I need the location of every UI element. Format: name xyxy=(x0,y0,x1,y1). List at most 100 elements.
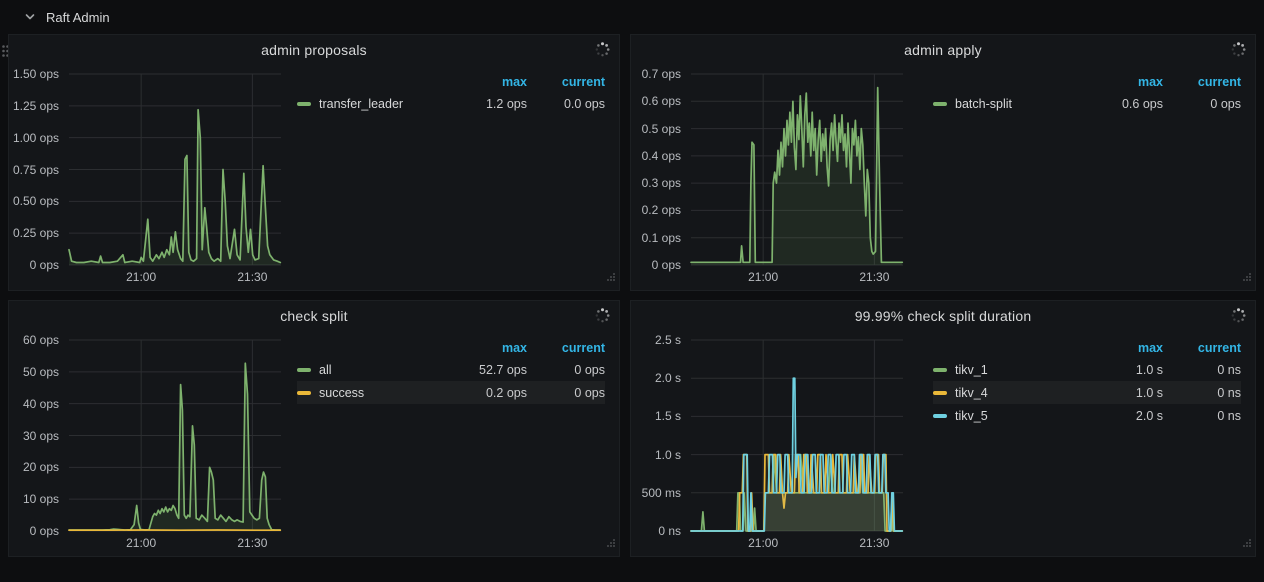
legend-header: max current xyxy=(297,337,605,358)
panel-admin-apply: admin apply 0.7 ops 0.6 ops 0.5 ops 0.4 ops… xyxy=(630,34,1256,291)
legend-series-tikv_4[interactable]: tikv_4 xyxy=(933,386,1083,400)
x-axis: 21:00 21:30 xyxy=(691,531,903,551)
y-tick-label: 0.75 ops xyxy=(12,162,59,177)
loading-spinner-icon xyxy=(1231,308,1246,328)
legend-series-tikv_5[interactable]: tikv_5 xyxy=(933,409,1083,423)
panel-admin-proposals: admin proposals 1.50 ops 1.25 ops 1.00 ops… xyxy=(8,34,620,291)
y-tick-label: 1.5 s xyxy=(654,409,681,424)
legend-series-transfer_leader[interactable]: transfer_leader xyxy=(297,97,447,111)
legend-marker-icon xyxy=(933,390,947,395)
legend-series-success[interactable]: success xyxy=(297,386,447,400)
y-tick-label: 1.0 s xyxy=(654,447,681,462)
legend-column-current[interactable]: current xyxy=(561,340,605,355)
y-tick-label: 2.5 s xyxy=(654,333,681,347)
plot-region: 2.5 s 2.0 s 1.5 s 1.0 s 500 ms 0 ns 21:00 21:3… xyxy=(631,333,904,550)
y-tick-label: 0.2 ops xyxy=(641,203,681,218)
x-tick-label: 21:00 xyxy=(748,536,779,550)
x-tick-label: 21:30 xyxy=(237,536,268,550)
series-line-transfer_leader xyxy=(68,108,282,264)
loading-spinner-icon xyxy=(595,308,610,328)
legend-series-tikv_1[interactable]: tikv_1 xyxy=(933,363,1083,377)
series-line-tikv_5 xyxy=(690,377,904,532)
legend-max-value: 1.0 s xyxy=(1135,385,1163,400)
panel-title[interactable]: 99.99% check split duration xyxy=(854,308,1032,324)
legend-row-tikv_1: tikv_1 1.0 s 0 ns xyxy=(933,358,1241,381)
y-tick-label: 0 ops xyxy=(29,524,59,538)
legend-series-all[interactable]: all xyxy=(297,363,447,377)
legend-series-name: transfer_leader xyxy=(319,96,404,111)
legend-column-current[interactable]: current xyxy=(561,74,605,89)
chevron-down-icon xyxy=(24,11,36,23)
chart-canvas[interactable] xyxy=(690,73,904,266)
legend-row-batch-split: batch-split 0.6 ops 0 ops xyxy=(933,92,1241,115)
panel-check-split: check split 60 ops 50 ops 40 ops 30 ops 20 o… xyxy=(8,300,620,557)
y-tick-label: 0.3 ops xyxy=(641,176,681,191)
y-tick-label: 60 ops xyxy=(22,333,59,347)
panel-resize-grip-icon[interactable] xyxy=(1242,269,1252,287)
y-tick-label: 50 ops xyxy=(22,364,59,379)
panel-resize-grip-icon[interactable] xyxy=(606,269,616,287)
legend-row-tikv_5: tikv_5 2.0 s 0 ns xyxy=(933,404,1241,427)
legend-column-current[interactable]: current xyxy=(1197,340,1241,355)
x-tick-label: 21:00 xyxy=(126,270,157,284)
legend-header: max current xyxy=(933,337,1241,358)
chart-canvas[interactable] xyxy=(68,339,282,532)
panel-title[interactable]: admin proposals xyxy=(261,42,367,58)
legend-series-name: tikv_1 xyxy=(955,362,988,377)
legend-current-value: 0.0 ops xyxy=(563,96,605,111)
legend-current-value: 0 ops xyxy=(1210,96,1241,111)
legend-series-batch-split[interactable]: batch-split xyxy=(933,97,1083,111)
y-tick-label: 0.1 ops xyxy=(641,230,681,245)
legend-series-name: all xyxy=(319,362,332,377)
legend-column-current[interactable]: current xyxy=(1197,74,1241,89)
legend-current-value: 0 ops xyxy=(574,385,605,400)
plot-region: 60 ops 50 ops 40 ops 30 ops 20 ops 10 ops 0 op… xyxy=(9,333,282,550)
y-tick-label: 20 ops xyxy=(22,460,59,475)
series-line-all xyxy=(68,362,282,531)
legend-current-value: 0 ns xyxy=(1217,362,1241,377)
x-tick-label: 21:00 xyxy=(126,536,157,550)
y-tick-label: 0.50 ops xyxy=(12,194,59,209)
legend-column-max[interactable]: max xyxy=(1137,74,1163,89)
legend-current-value: 0 ns xyxy=(1217,385,1241,400)
legend-row-success: success 0.2 ops 0 ops xyxy=(297,381,605,404)
y-tick-label: 1.00 ops xyxy=(12,130,59,145)
legend-marker-icon xyxy=(933,101,947,106)
panel-resize-grip-icon[interactable] xyxy=(1242,535,1252,553)
y-axis: 1.50 ops 1.25 ops 1.00 ops 0.75 ops 0.50 ops… xyxy=(9,67,65,272)
panel-resize-grip-icon[interactable] xyxy=(606,535,616,553)
legend-max-value: 2.0 s xyxy=(1135,408,1163,423)
chart-canvas[interactable] xyxy=(690,339,904,532)
legend-current-value: 0 ops xyxy=(574,362,605,377)
legend-max-value: 1.0 s xyxy=(1135,362,1163,377)
legend-table: max current transfer_leader 1.2 ops 0.0 ops xyxy=(297,71,605,115)
y-tick-label: 0 ns xyxy=(658,524,681,538)
row-title: Raft Admin xyxy=(46,9,110,25)
legend-marker-icon xyxy=(297,390,311,395)
y-tick-label: 40 ops xyxy=(22,396,59,411)
panel-title[interactable]: check split xyxy=(280,308,348,324)
y-tick-label: 10 ops xyxy=(22,492,59,507)
y-tick-label: 30 ops xyxy=(22,428,59,443)
y-tick-label: 0 ops xyxy=(29,258,59,272)
x-tick-label: 21:30 xyxy=(859,270,890,284)
legend-column-max[interactable]: max xyxy=(501,340,527,355)
legend-table: max current tikv_1 1.0 s 0 ns tikv_4 1.0 s 0 ns… xyxy=(933,337,1241,427)
legend-marker-icon xyxy=(297,367,311,372)
y-tick-label: 0.25 ops xyxy=(12,226,59,241)
y-tick-label: 1.50 ops xyxy=(12,67,59,81)
legend-header: max current xyxy=(297,71,605,92)
loading-spinner-icon xyxy=(595,42,610,62)
x-axis: 21:00 21:30 xyxy=(69,531,281,551)
legend-column-max[interactable]: max xyxy=(501,74,527,89)
legend-header: max current xyxy=(933,71,1241,92)
panel-title[interactable]: admin apply xyxy=(904,42,982,58)
legend-series-name: batch-split xyxy=(955,96,1012,111)
row-header-raft-admin[interactable]: Raft Admin xyxy=(0,0,1264,34)
legend-max-value: 0.6 ops xyxy=(1121,96,1163,111)
chart-canvas[interactable] xyxy=(68,73,282,266)
legend-column-max[interactable]: max xyxy=(1137,340,1163,355)
x-axis: 21:00 21:30 xyxy=(691,265,903,285)
legend-marker-icon xyxy=(933,367,947,372)
